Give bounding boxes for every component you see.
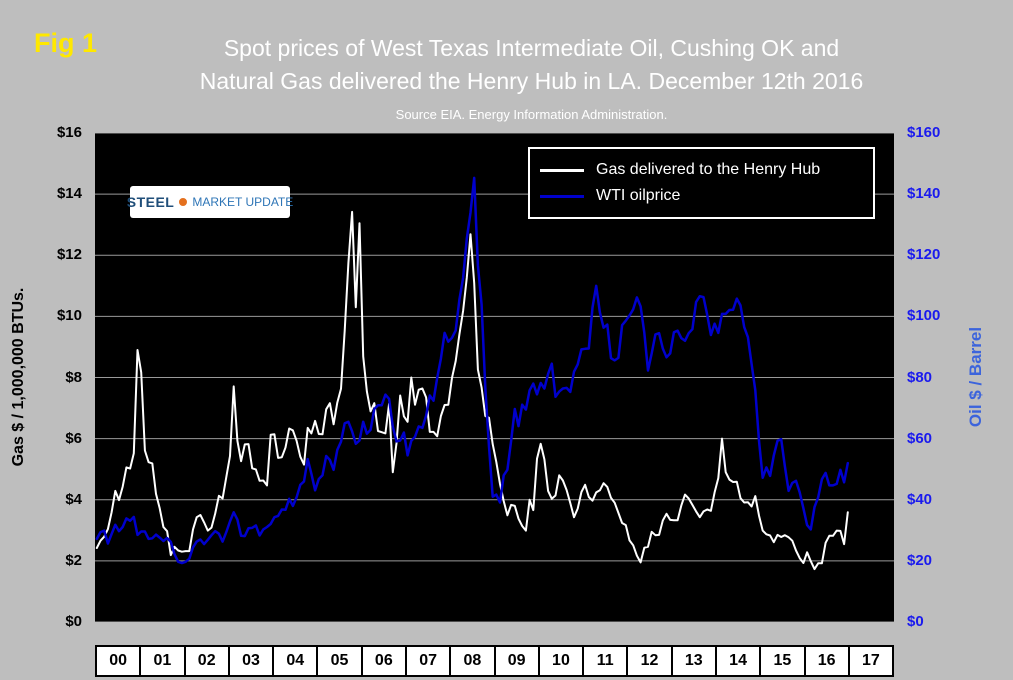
x-axis-year-cell: 12: [626, 647, 670, 675]
oil-axis-tick-label: $40: [907, 490, 933, 508]
x-axis-year-cell: 04: [272, 647, 316, 675]
x-axis-year-cell: 08: [449, 647, 493, 675]
legend-item: WTI oilprice: [540, 183, 863, 209]
chart-legend: Gas delivered to the Henry Hub WTI oilpri…: [528, 147, 875, 219]
oil-axis-tick-label: $20: [907, 551, 933, 569]
legend-item: Gas delivered to the Henry Hub: [540, 157, 863, 183]
x-axis-year-cell: 00: [109, 652, 128, 669]
x-axis-year-cell: 15: [759, 647, 803, 675]
chart-canvas: [95, 133, 894, 622]
x-axis-year-cell: 13: [670, 647, 715, 675]
wti-oil-price-line: [95, 176, 850, 565]
x-axis-year-cell: 06: [360, 647, 405, 675]
oil-axis-tick-label: $80: [907, 368, 933, 386]
x-axis-year-strip: 00 01 02 03 04 05 06 07 08 09 10 11 12 13 14 15 16 17: [95, 645, 894, 677]
x-axis-year-cell: 17: [847, 647, 892, 675]
gas-axis-tick-label: $14: [56, 185, 82, 203]
right-axis-tick-labels: $160 $140 $120 $100 $80 $60 $40 $20 $0: [899, 124, 989, 630]
legend-line-sample: [540, 168, 584, 172]
steel-market-update-logo: STEEL MARKET UPDATE: [126, 186, 294, 218]
chart-subtitle: Source EIA. Energy Information Administr…: [395, 107, 668, 122]
oil-axis-tick-label: $140: [907, 185, 941, 203]
figure-number-label: Fig 1: [34, 28, 98, 58]
oil-axis-tick-label: $100: [907, 307, 941, 325]
x-axis-year-cell: 11: [582, 647, 626, 675]
x-axis-year-cell: 01: [139, 647, 183, 675]
x-axis-year-cell: 16: [803, 647, 848, 675]
gas-axis-tick-label: $12: [56, 246, 82, 264]
chart-title: Spot prices of West Texas Intermediate O…: [90, 32, 973, 98]
gas-axis-tick-label: $6: [65, 429, 82, 447]
chart-title-line1: Spot prices of West Texas Intermediate O…: [223, 35, 840, 61]
logo-market-update-text: MARKET UPDATE: [192, 195, 294, 209]
legend-line-sample: [540, 194, 584, 198]
left-axis-tick-labels: $16 $14 $12 $10 $8 $6 $4 $2 $0: [0, 124, 90, 630]
x-axis-year-cell: 10: [537, 647, 582, 675]
chart-title-line2: Natural Gas delivered the Henry Hub in L…: [199, 68, 864, 94]
legend-label: Gas delivered to the Henry Hub: [596, 161, 821, 178]
gas-axis-tick-label: $16: [56, 124, 82, 141]
logo-circle-icon: [179, 198, 188, 206]
oil-axis-tick-label: $0: [907, 613, 924, 630]
legend-label: WTI oilprice: [596, 187, 681, 204]
gas-price-line: [95, 210, 849, 571]
oil-axis-tick-label: $160: [907, 124, 941, 141]
x-axis-year-cell: 03: [227, 647, 272, 675]
gas-axis-tick-label: $10: [56, 307, 82, 325]
oil-axis-tick-label: $120: [907, 246, 941, 264]
x-axis-year-cell: 09: [493, 647, 538, 675]
x-axis-year-cell: 02: [183, 647, 228, 675]
x-axis-year-cell: 14: [714, 647, 759, 675]
gas-axis-tick-label: $2: [65, 551, 82, 569]
oil-axis-tick-label: $60: [907, 429, 933, 447]
gas-axis-tick-label: $4: [65, 490, 82, 508]
x-axis-year-cell: 05: [316, 647, 360, 675]
gas-axis-tick-label: $0: [65, 613, 82, 630]
x-axis-year-cell: 07: [404, 647, 449, 675]
gas-axis-tick-label: $8: [65, 368, 82, 386]
logo-steel-text: STEEL: [126, 194, 175, 210]
